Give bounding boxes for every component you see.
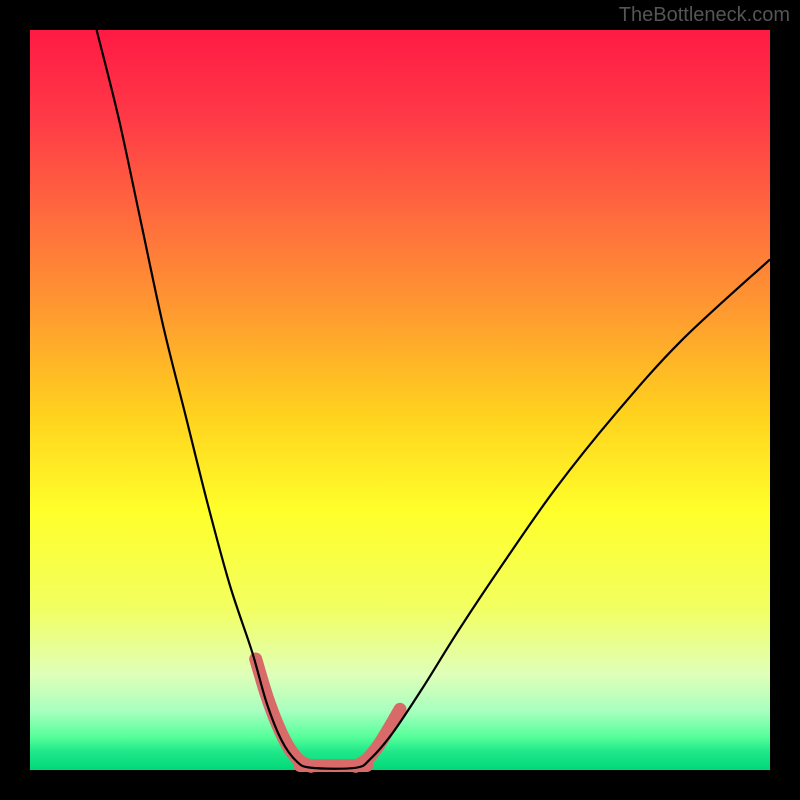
attribution-text: TheBottleneck.com xyxy=(619,4,790,27)
bottleneck-chart: TheBottleneck.com xyxy=(0,0,800,800)
plot-background xyxy=(30,30,770,770)
chart-svg xyxy=(0,0,800,800)
